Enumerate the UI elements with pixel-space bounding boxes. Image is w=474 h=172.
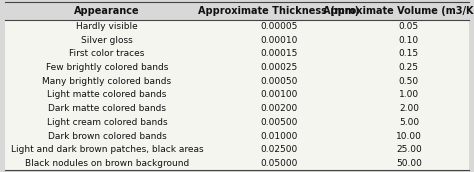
Text: 0.00025: 0.00025 [260, 63, 297, 72]
Text: Dark matte colored bands: Dark matte colored bands [48, 104, 166, 113]
Text: 0.00200: 0.00200 [260, 104, 297, 113]
Text: 0.00015: 0.00015 [260, 49, 298, 58]
Text: 0.05000: 0.05000 [260, 159, 298, 168]
Text: 0.05: 0.05 [399, 22, 419, 31]
Text: 25.00: 25.00 [396, 145, 422, 154]
Text: Black nodules on brown background: Black nodules on brown background [25, 159, 189, 168]
Text: 0.01000: 0.01000 [260, 132, 298, 141]
Text: 0.15: 0.15 [399, 49, 419, 58]
Text: 0.10: 0.10 [399, 36, 419, 45]
Text: 5.00: 5.00 [399, 118, 419, 127]
Text: 0.00005: 0.00005 [260, 22, 298, 31]
Text: 0.00050: 0.00050 [260, 77, 298, 86]
Text: 0.00500: 0.00500 [260, 118, 298, 127]
Text: Light and dark brown patches, black areas: Light and dark brown patches, black area… [10, 145, 203, 154]
Text: Light matte colored bands: Light matte colored bands [47, 90, 167, 99]
Text: Hardly visible: Hardly visible [76, 22, 138, 31]
Text: 2.00: 2.00 [399, 104, 419, 113]
Text: 0.25: 0.25 [399, 63, 419, 72]
Text: 50.00: 50.00 [396, 159, 422, 168]
Text: Approximate Thickness (mm): Approximate Thickness (mm) [198, 6, 359, 16]
Text: Appearance: Appearance [74, 6, 140, 16]
Text: Dark brown colored bands: Dark brown colored bands [47, 132, 166, 141]
Bar [5, 2, 469, 20]
Text: Many brightly colored bands: Many brightly colored bands [42, 77, 172, 86]
Text: 0.00010: 0.00010 [260, 36, 298, 45]
Text: 10.00: 10.00 [396, 132, 422, 141]
Text: Silver gloss: Silver gloss [81, 36, 133, 45]
Text: First color traces: First color traces [69, 49, 145, 58]
Text: 0.50: 0.50 [399, 77, 419, 86]
Text: Light cream colored bands: Light cream colored bands [46, 118, 167, 127]
Text: 0.02500: 0.02500 [260, 145, 297, 154]
Text: Few brightly colored bands: Few brightly colored bands [46, 63, 168, 72]
Text: Approximate Volume (m3/Km2): Approximate Volume (m3/Km2) [323, 6, 474, 16]
Text: 0.00100: 0.00100 [260, 90, 298, 99]
Text: 1.00: 1.00 [399, 90, 419, 99]
